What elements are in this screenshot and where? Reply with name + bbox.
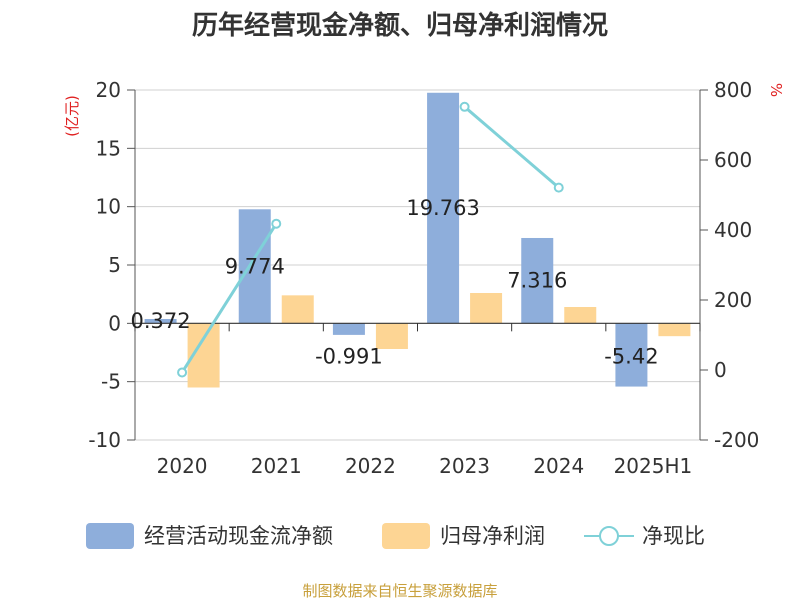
cashflow-data-label: 19.763 — [406, 196, 479, 220]
cashflow-data-label: 7.316 — [507, 269, 567, 293]
legend-swatch-cashflow — [86, 523, 134, 549]
left-tick-label: 10 — [96, 195, 121, 219]
right-tick-label: -200 — [714, 428, 759, 452]
x-tick-label: 2020 — [157, 454, 208, 478]
cashflow-bar — [427, 92, 460, 324]
ratio-point — [177, 367, 188, 378]
axes: -10 -5 0 5 10 15 20 -200 0 200 400 600 800 2020 2021 20… — [88, 78, 759, 478]
net-profit-bar — [470, 293, 503, 324]
x-tick-label: 2024 — [533, 454, 584, 478]
left-tick-label: 0 — [108, 311, 121, 335]
net-profit-bar — [658, 323, 691, 337]
source-note: 制图数据来自恒生聚源数据库 — [302, 582, 497, 600]
data-labels: 0.372 9.774 -0.991 19.763 7.316 -5.42 — [131, 196, 659, 368]
right-axis-unit: % — [767, 83, 785, 97]
ratio-point — [553, 182, 564, 193]
cashflow-bar — [521, 237, 554, 324]
x-tick-label: 2023 — [439, 454, 490, 478]
ratio-point — [459, 101, 470, 112]
ratio-line — [177, 101, 564, 378]
left-tick-label: 20 — [96, 78, 121, 102]
left-axis-unit: (亿元) — [63, 95, 81, 137]
right-tick-label: 600 — [714, 148, 752, 172]
cashflow-data-label: -0.991 — [315, 344, 383, 368]
legend-swatch-net-profit — [382, 523, 430, 549]
legend-label-ratio: 净现比 — [642, 524, 705, 548]
cashflow-bar — [144, 318, 177, 324]
net-profit-bar — [564, 307, 597, 324]
bars — [144, 92, 691, 388]
left-tick-label: -10 — [88, 428, 121, 452]
cashflow-data-label: 0.372 — [131, 309, 191, 333]
left-tick-label: -5 — [101, 370, 121, 394]
left-tick-label: 5 — [108, 253, 121, 277]
ratio-line-segment — [180, 222, 278, 374]
left-tick-label: 15 — [96, 136, 121, 160]
cashflow-data-label: -5.42 — [604, 344, 658, 368]
ratio-point — [271, 218, 282, 229]
right-tick-label: 800 — [714, 78, 752, 102]
right-tick-label: 400 — [714, 218, 752, 242]
x-tick-label: 2021 — [251, 454, 302, 478]
gridlines — [135, 89, 700, 441]
legend-label-cashflow: 经营活动现金流净额 — [144, 524, 333, 548]
legend-marker-ratio — [599, 526, 619, 546]
cashflow-data-label: 9.774 — [225, 254, 285, 278]
x-tick-label: 2022 — [345, 454, 396, 478]
x-tick-label: 2025H1 — [614, 454, 693, 478]
legend: 经营活动现金流净额 归母净利润 净现比 — [86, 523, 705, 549]
right-tick-label: 0 — [714, 358, 727, 382]
net-profit-bar — [375, 323, 408, 349]
chart-title: 历年经营现金净额、归母净利润情况 — [192, 10, 608, 41]
net-profit-bar — [281, 295, 314, 324]
cashflow-bar — [238, 209, 271, 324]
legend-label-net-profit: 归母净利润 — [440, 524, 545, 548]
cashflow-bar — [332, 323, 365, 335]
ratio-line-segment — [463, 105, 560, 189]
right-tick-label: 200 — [714, 288, 752, 312]
cashflow-bar — [615, 323, 648, 387]
